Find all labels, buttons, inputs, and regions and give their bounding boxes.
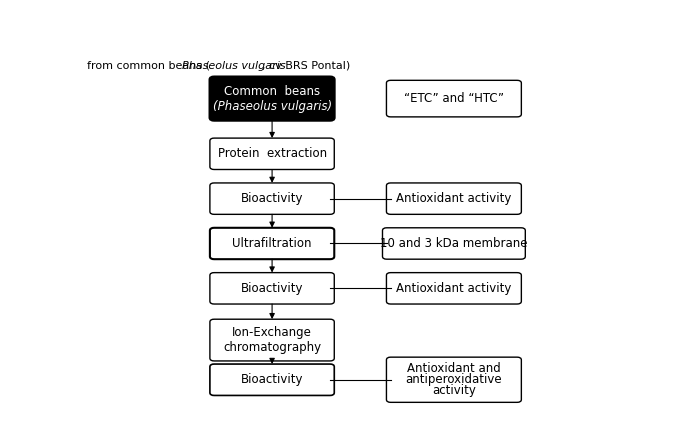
Text: from common beans (: from common beans ( — [86, 60, 209, 71]
FancyBboxPatch shape — [210, 364, 335, 396]
Text: Bioactivity: Bioactivity — [241, 282, 303, 295]
Text: Ultrafiltration: Ultrafiltration — [233, 237, 312, 250]
FancyBboxPatch shape — [386, 357, 522, 402]
Text: Antioxidant activity: Antioxidant activity — [396, 192, 511, 205]
Text: Phaseolus vulgaris: Phaseolus vulgaris — [182, 60, 286, 71]
Text: antiperoxidative: antiperoxidative — [405, 373, 503, 386]
FancyBboxPatch shape — [210, 183, 335, 214]
Text: chromatography: chromatography — [223, 341, 321, 354]
Text: 10 and 3 kDa membrane: 10 and 3 kDa membrane — [380, 237, 528, 250]
FancyBboxPatch shape — [382, 228, 526, 259]
FancyBboxPatch shape — [386, 80, 522, 117]
Text: Antioxidant activity: Antioxidant activity — [396, 282, 511, 295]
Text: Ion-Exchange: Ion-Exchange — [232, 326, 312, 339]
Text: , cv BRS Pontal): , cv BRS Pontal) — [262, 60, 350, 71]
FancyBboxPatch shape — [210, 228, 335, 259]
Text: activity: activity — [432, 384, 476, 397]
Text: “ETC” and “HTC”: “ETC” and “HTC” — [404, 92, 504, 105]
FancyBboxPatch shape — [210, 319, 335, 361]
Text: Common  beans: Common beans — [224, 85, 320, 98]
FancyBboxPatch shape — [386, 183, 522, 214]
Text: Protein  extraction: Protein extraction — [218, 147, 326, 160]
FancyBboxPatch shape — [386, 273, 522, 304]
Text: (Phaseolus vulgaris): (Phaseolus vulgaris) — [213, 100, 332, 113]
FancyBboxPatch shape — [210, 273, 335, 304]
Text: Antioxidant and: Antioxidant and — [407, 362, 500, 375]
FancyBboxPatch shape — [210, 77, 335, 121]
Text: Bioactivity: Bioactivity — [241, 373, 303, 386]
Text: Bioactivity: Bioactivity — [241, 192, 303, 205]
FancyBboxPatch shape — [210, 138, 335, 169]
